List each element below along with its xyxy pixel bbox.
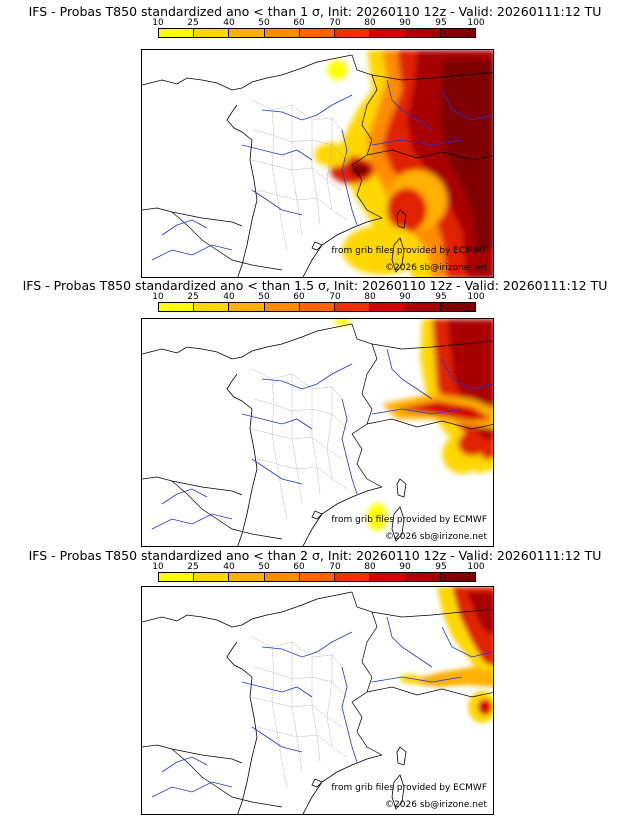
colorbar [158,302,476,312]
departement-borders [251,368,348,520]
colorbar [158,572,476,582]
panel-title: IFS - Probas T850 standardized ano < tha… [28,4,602,19]
colorbar-swatch [159,29,195,37]
colorbar-tick: 95 [435,292,447,302]
colorbar-tick: 90 [399,18,411,28]
colorbar-tick: 100 [467,562,485,572]
colorbar-tick: 25 [187,562,199,572]
colorbar-labels: 10 25 40 50 60 70 80 90 95 100 [0,18,630,28]
colorbar-tick: 40 [223,562,235,572]
colorbar-tick: 10 [152,18,164,28]
colorbar-tick: 80 [364,18,376,28]
copyright-credit: ©2026 sb@irizone.net [385,800,487,810]
map-canvas [142,50,493,277]
colorbar-tick: 60 [293,18,305,28]
colorbar-tick: 70 [329,18,341,28]
colorbar-swatch [440,303,475,311]
colorbar-swatch [405,29,441,37]
country-borders [171,54,493,271]
colorbar-swatch [405,573,441,581]
colorbar-swatch [405,303,441,311]
colorbar-swatch [299,303,336,311]
colorbar-swatch [440,573,475,581]
colorbar-tick: 100 [467,292,485,302]
colorbar-tick: 70 [329,292,341,302]
grib-credit: from grib files provided by ECMWF [331,515,487,525]
colorbar-swatch [335,573,371,581]
rivers [151,348,493,530]
grib-credit: from grib files provided by ECMWF [331,246,487,256]
map-canvas [142,319,493,546]
colorbar-tick: 25 [187,292,199,302]
colorbar-tick: 40 [223,292,235,302]
colorbar-tick: 95 [435,562,447,572]
colorbar-swatch [440,29,475,37]
colorbar-tick: 100 [467,18,485,28]
departement-borders [251,636,348,788]
map-panel-3: IFS - Probas T850 standardized ano < tha… [0,548,630,818]
colorbar-tick: 40 [223,18,235,28]
colorbar-tick: 50 [258,292,270,302]
departement-borders [251,99,348,251]
colorbar-tick: 10 [152,292,164,302]
colorbar-tick: 95 [435,18,447,28]
copyright-credit: ©2026 sb@irizone.net [385,263,487,273]
panel-title: IFS - Probas T850 standardized ano < tha… [22,278,608,293]
rivers [151,616,493,798]
colorbar-tick: 80 [364,562,376,572]
country-borders [171,591,493,808]
coastlines [142,54,407,277]
colorbar-tick: 90 [399,292,411,302]
probability-shading [400,587,493,723]
copyright-credit: ©2026 sb@irizone.net [385,532,487,542]
map-frame: from grib files provided by ECMWF ©2026 … [141,318,494,547]
colorbar-swatch [370,573,406,581]
colorbar-labels: 10 25 40 50 60 70 80 90 95 100 [0,292,630,302]
map-frame: from grib files provided by ECMWF ©2026 … [141,49,494,278]
colorbar-swatch [370,29,406,37]
colorbar-swatch [264,29,300,37]
map-canvas [142,587,493,814]
coastlines [142,323,407,546]
map-frame: from grib files provided by ECMWF ©2026 … [141,586,494,815]
map-panel-1: IFS - Probas T850 standardized ano < tha… [0,4,630,278]
map-panel-2: IFS - Probas T850 standardized ano < tha… [0,278,630,548]
colorbar-tick: 10 [152,562,164,572]
colorbar-swatch [194,29,230,37]
colorbar-swatch [299,573,336,581]
colorbar-tick: 50 [258,562,270,572]
colorbar-tick: 80 [364,292,376,302]
colorbar-labels: 10 25 40 50 60 70 80 90 95 100 [0,562,630,572]
colorbar-swatch [194,573,230,581]
colorbar-swatch [335,303,371,311]
colorbar-swatch [229,29,265,37]
colorbar-tick: 60 [293,562,305,572]
colorbar-tick: 70 [329,562,341,572]
colorbar-tick: 25 [187,18,199,28]
grib-credit: from grib files provided by ECMWF [331,783,487,793]
colorbar-swatch [229,573,265,581]
colorbar-swatch [299,29,336,37]
colorbar-tick: 90 [399,562,411,572]
colorbar-tick: 50 [258,18,270,28]
colorbar [158,28,476,38]
colorbar-swatch [159,573,195,581]
colorbar-swatch [264,303,300,311]
rivers [151,79,493,261]
country-borders [171,323,493,540]
colorbar-swatch [370,303,406,311]
colorbar-tick: 60 [293,292,305,302]
colorbar-swatch [264,573,300,581]
colorbar-swatch [335,29,371,37]
coastlines [142,591,407,814]
probability-shading [314,50,493,277]
probability-shading [334,319,493,531]
colorbar-swatch [159,303,195,311]
colorbar-swatch [229,303,265,311]
panel-title: IFS - Probas T850 standardized ano < tha… [28,548,602,563]
colorbar-swatch [194,303,230,311]
